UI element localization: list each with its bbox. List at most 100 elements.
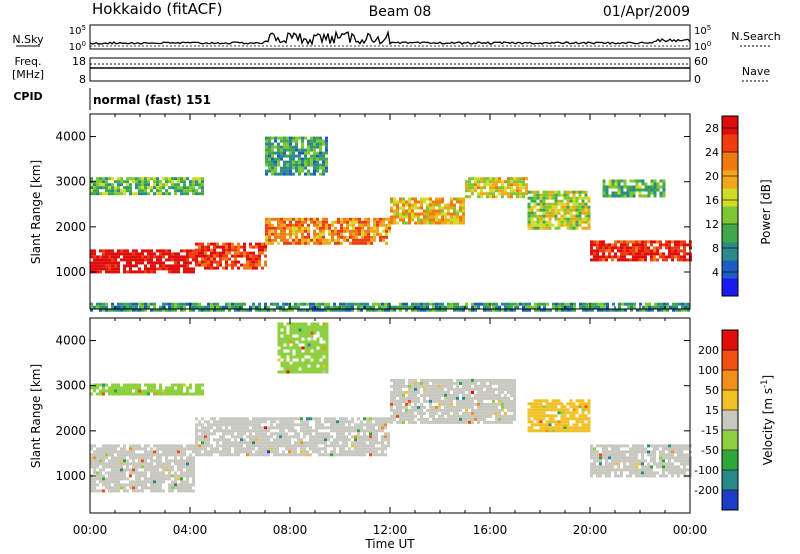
power-cell [575,211,579,215]
velocity-cell [201,426,204,430]
power-cell [530,199,534,203]
velocity-cell [348,423,351,427]
power-cell [333,305,336,309]
velocity-cell [276,432,279,436]
power-cell [126,261,129,265]
velocity-cell [456,402,459,406]
velocity-cell [96,465,99,469]
power-cell [289,136,292,140]
velocity-cell [102,459,105,463]
velocity-cell [159,386,162,390]
velocity-cell [641,444,644,448]
velocity-cell [686,447,689,451]
velocity-cell [144,459,147,463]
power-cell [352,223,355,227]
power-cell [585,305,588,309]
power-cell [530,226,534,230]
power-cell [647,252,650,256]
velocity-cell [123,483,126,487]
velocity-cell [683,447,686,451]
power-cell [174,267,177,271]
velocity-cell [301,334,305,338]
power-cell [560,217,564,221]
power-cell [570,305,573,309]
power-cell [474,302,477,306]
velocity-cell [354,423,357,427]
velocity-cell [280,352,284,356]
power-cell [593,240,596,244]
velocity-cell [129,462,132,466]
power-cell [614,246,617,250]
power-cell [207,260,210,264]
power-cell [277,241,280,245]
velocity-cell [295,361,299,365]
velocity-cell [408,378,411,382]
velocity-cell [683,456,686,460]
power-cell [280,220,283,224]
velocity-cell [123,456,126,460]
velocity-cell [283,370,287,374]
power-cell [597,302,600,306]
velocity-cell [629,450,632,454]
velocity-cell [186,462,189,466]
velocity-cell [283,328,287,332]
power-cell [545,208,549,212]
power-cell [575,199,579,203]
velocity-cell [650,471,653,475]
power-cell [231,245,234,249]
power-cell [441,206,444,210]
velocity-cell [674,447,677,451]
power-cell [225,305,228,309]
power-cell [429,203,432,207]
power-cell [90,177,93,181]
power-cell [301,238,304,242]
power-cell [459,221,462,225]
power-colorbar-label: Power [dB] [759,179,773,244]
power-cell [354,302,357,306]
power-cell [677,258,680,262]
velocity-cell [408,387,411,391]
velocity-cell [276,441,279,445]
power-cell [617,255,620,259]
velocity-cell [530,405,534,409]
velocity-cell [408,402,411,406]
power-cell [138,180,141,184]
power-cell [471,186,474,190]
velocity-cell [396,393,399,397]
power-cell [286,169,289,173]
velocity-cell [477,396,480,400]
power-cell [666,308,669,312]
velocity-cell [280,361,284,365]
power-cell [276,305,279,309]
velocity-cell [390,378,393,382]
velocity-cell [180,465,183,469]
velocity-cell [156,450,159,454]
velocity-cell [671,447,674,451]
velocity-cell [207,426,210,430]
power-cell [668,240,671,244]
velocity-cell [117,450,120,454]
velocity-cell [363,429,366,433]
power-cell [379,235,382,239]
power-cell [265,172,268,176]
velocity-cell [192,450,195,454]
velocity-cell [510,378,513,382]
power-cell [286,139,289,143]
velocity-cell [189,468,192,472]
velocity-cell [219,450,222,454]
power-cell [345,305,348,309]
velocity-cell [417,396,420,400]
power-cell [252,305,255,309]
power-cell [648,308,651,312]
power-cell [222,305,225,309]
velocity-cell [593,468,596,472]
velocity-cell [402,414,405,418]
velocity-cell [369,438,372,442]
power-cell [617,249,620,253]
power-colorbar-frame [721,115,739,297]
velocity-cell [363,423,366,427]
power-cell [342,302,345,306]
velocity-cell [150,462,153,466]
power-cell [334,226,337,230]
velocity-cell [468,390,471,394]
